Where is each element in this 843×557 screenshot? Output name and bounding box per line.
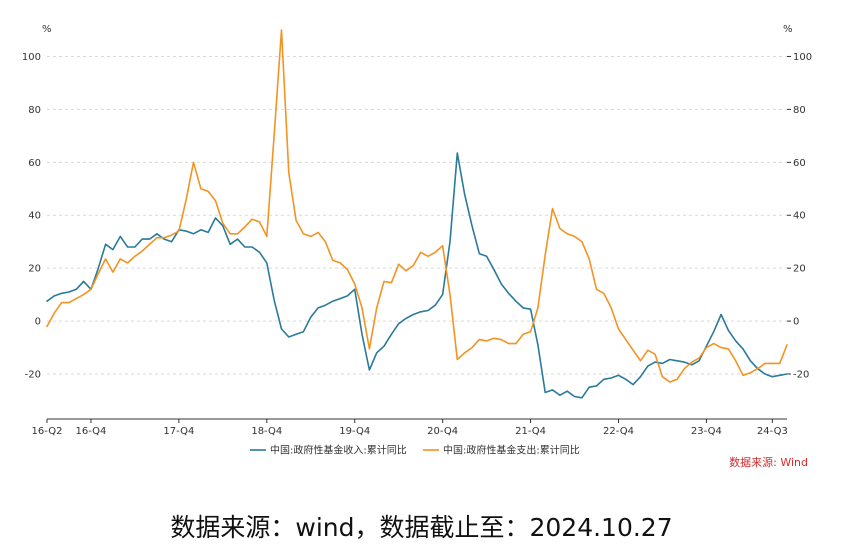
y-tick-label-left: 40	[28, 211, 41, 222]
y-tick-label-left: 60	[28, 158, 41, 169]
x-axis-ticks: 16-Q2 16-Q4 17-Q4 18-Q4 19-Q4 20-Q4 21-Q4 22-Q4…	[32, 419, 788, 437]
y-tick-label-right: 100	[793, 52, 812, 63]
y-tick-label-left: 0	[35, 317, 41, 328]
x-tick-label: 24-Q3	[757, 426, 788, 437]
legend-label-revenue: 中国:政府性基金收入:累计同比	[270, 444, 407, 457]
series-lines	[46, 29, 788, 399]
y-tick-label-right: 60	[793, 158, 806, 169]
x-tick-label: 17-Q4	[163, 426, 194, 437]
y-tick-label-right: 20	[793, 264, 806, 275]
x-tick-label: 19-Q4	[339, 426, 370, 437]
x-tick-label: 23-Q4	[691, 426, 722, 437]
x-tick-label: 20-Q4	[427, 426, 458, 437]
x-tick-label: 16-Q4	[75, 426, 106, 437]
y-tick-label-right: 0	[793, 317, 799, 328]
x-tick-label: 21-Q4	[515, 426, 546, 437]
y-axis-right-unit: %	[783, 24, 793, 35]
y-tick-label-right: -20	[793, 370, 809, 381]
series-line-expenditure	[46, 29, 788, 383]
y-tick-label-left: -20	[25, 370, 41, 381]
y-axis-left: -20 0 20 40 60 80 100	[22, 52, 41, 381]
y-tick-label-left: 100	[22, 52, 41, 63]
x-tick-label: 18-Q4	[251, 426, 282, 437]
legend-label-expenditure: 中国:政府性基金支出:累计同比	[443, 444, 580, 457]
x-tick-label: 22-Q4	[603, 426, 634, 437]
series-line-revenue	[46, 152, 788, 399]
y-tick-label-right: 80	[793, 105, 806, 116]
legend: 中国:政府性基金收入:累计同比 中国:政府性基金支出:累计同比	[250, 444, 580, 457]
footer-note: 数据来源：wind，数据截止至：2024.10.27	[170, 513, 673, 542]
y-tick-label-left: 20	[28, 264, 41, 275]
x-tick-label: 16-Q2	[32, 426, 63, 437]
grid-lines	[47, 55, 787, 375]
y-tick-label-right: 40	[793, 211, 806, 222]
chart: 16-Q2 16-Q4 17-Q4 18-Q4 19-Q4 20-Q4 21-Q4 22-Q4…	[22, 24, 812, 469]
y-tick-label-left: 80	[28, 105, 41, 116]
y-axis-left-unit: %	[42, 24, 52, 35]
y-axis-right: -20 0 20 40 60 80 100	[787, 52, 812, 381]
source-label: 数据来源: Wind	[729, 455, 808, 469]
